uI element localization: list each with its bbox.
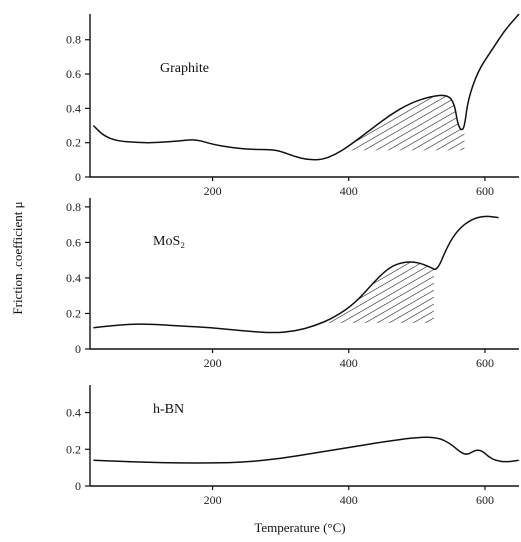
mos2-y-tick-label: 0 xyxy=(75,342,81,356)
graphite-x-tick-label: 200 xyxy=(204,184,222,198)
graphite-y-tick-label: 0 xyxy=(75,170,81,184)
mos2-y-tick-label: 0.4 xyxy=(66,271,81,285)
y-axis-title: Friction .coefficient μ xyxy=(10,201,25,314)
hbn-y-tick-label: 0.2 xyxy=(66,442,81,456)
hbn-x-tick-label: 600 xyxy=(476,493,494,507)
hbn-x-tick-label: 200 xyxy=(204,493,222,507)
mos2-friction-curve xyxy=(93,215,500,334)
hbn-friction-curve xyxy=(93,436,520,464)
graphite-friction-curve xyxy=(92,13,520,161)
mos2-y-tick-label: 0.2 xyxy=(66,306,81,320)
graphite-y-tick-label: 0.6 xyxy=(66,67,81,81)
hbn-y-tick-label: 0.4 xyxy=(66,406,81,420)
graphite-hatched-region xyxy=(342,94,465,151)
mos2-x-tick-label: 600 xyxy=(476,356,494,370)
mos2-label: MoS₂ xyxy=(153,234,185,249)
mos2-x-tick-label: 400 xyxy=(340,356,358,370)
mos2-y-tick-label: 0.8 xyxy=(66,200,81,214)
hbn-y-tick-label: 0 xyxy=(75,479,81,493)
graphite-x-tick-label: 400 xyxy=(340,184,358,198)
graphite-y-tick-label: 0.4 xyxy=(66,101,81,115)
graphite-y-tick-label: 0.2 xyxy=(66,136,81,150)
hbn-panel: h-BN 0 0.2 0.4 200 400 600 xyxy=(66,385,520,507)
x-axis-title: Temperature (°C) xyxy=(254,520,345,535)
graphite-x-tick-label: 600 xyxy=(476,184,494,198)
graphite-label: Graphite xyxy=(160,61,209,76)
graphite-panel: Graphite 0 0.2 0.4 0.6 0.8 200 400 600 xyxy=(66,13,520,198)
hbn-x-tick-label: 400 xyxy=(340,493,358,507)
mos2-x-tick-label: 200 xyxy=(204,356,222,370)
mos2-panel: MoS₂ 0 0.2 0.4 0.6 0.8 200 400 600 xyxy=(66,198,519,370)
hbn-label: h-BN xyxy=(153,402,184,417)
mos2-y-tick-label: 0.6 xyxy=(66,235,81,249)
graphite-y-tick-label: 0.8 xyxy=(66,33,81,47)
